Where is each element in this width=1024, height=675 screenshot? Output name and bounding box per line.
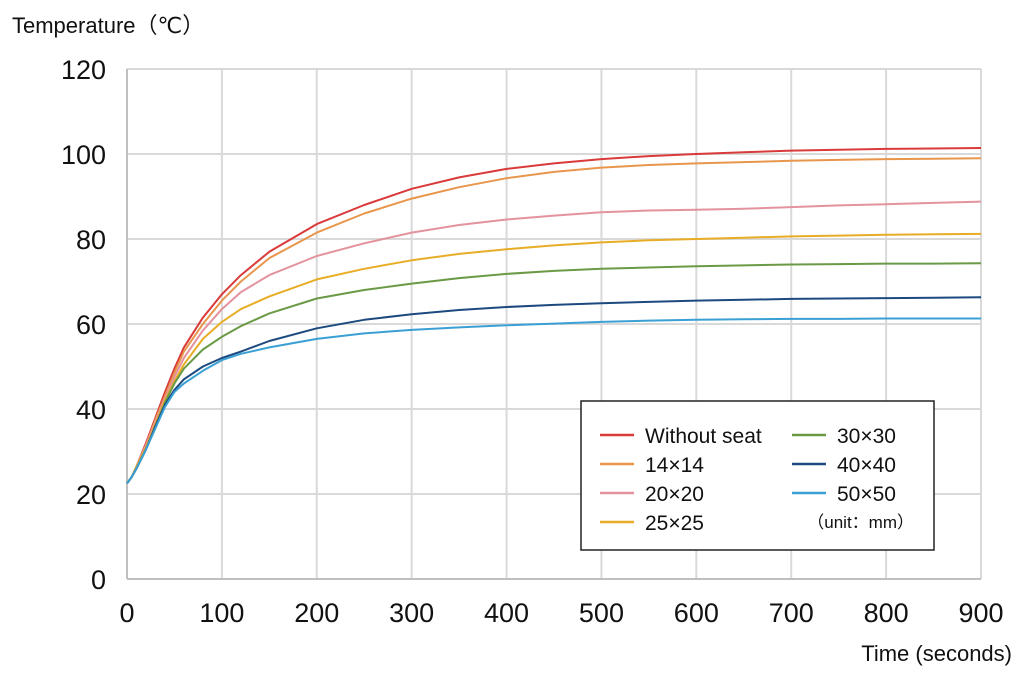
x-tick-label-300: 300 [389, 598, 434, 628]
x-tick-label-200: 200 [294, 598, 339, 628]
y-tick-labels: 0 20 40 60 80 100 120 [61, 55, 106, 595]
legend-label-2: 14×14 [645, 454, 704, 477]
series-lines [126, 147, 982, 484]
x-tick-label-600: 600 [674, 598, 719, 628]
x-tick-label-0: 0 [119, 598, 134, 628]
x-tick-label-700: 700 [769, 598, 814, 628]
series-line-7 [126, 317, 981, 484]
axes [126, 69, 981, 580]
y-tick-label-40: 40 [76, 395, 106, 425]
legend: Without seat 14×14 20×20 25×25 30×30 40×40 50×… [580, 400, 935, 551]
legend-label-6: 40×40 [837, 454, 896, 477]
legend-label-5: 30×30 [837, 425, 896, 448]
x-tick-label-500: 500 [579, 598, 624, 628]
y-tick-label-0: 0 [91, 565, 106, 595]
legend-label-3: 20×20 [645, 483, 704, 506]
legend-box [580, 400, 935, 551]
series-line-1 [126, 147, 982, 484]
y-tick-label-80: 80 [76, 225, 106, 255]
x-tick-label-900: 900 [958, 598, 1003, 628]
legend-label-1: Without seat [645, 425, 762, 448]
x-tick-labels: 0 100 200 300 400 500 600 700 800 900 [119, 598, 1003, 628]
y-tick-label-120: 120 [61, 55, 106, 85]
legend-label-7: 50×50 [837, 483, 896, 506]
legend-label-4: 25×25 [645, 512, 704, 535]
x-axis-title: Time (seconds) [861, 641, 1012, 666]
y-tick-label-60: 60 [76, 310, 106, 340]
y-tick-label-100: 100 [61, 140, 106, 170]
x-tick-label-400: 400 [484, 598, 529, 628]
y-axis-title: Temperature（℃） [12, 13, 204, 38]
x-tick-label-100: 100 [199, 598, 244, 628]
x-tick-label-800: 800 [864, 598, 909, 628]
y-tick-label-20: 20 [76, 480, 106, 510]
legend-unit-note: （unit：mm） [807, 513, 914, 532]
